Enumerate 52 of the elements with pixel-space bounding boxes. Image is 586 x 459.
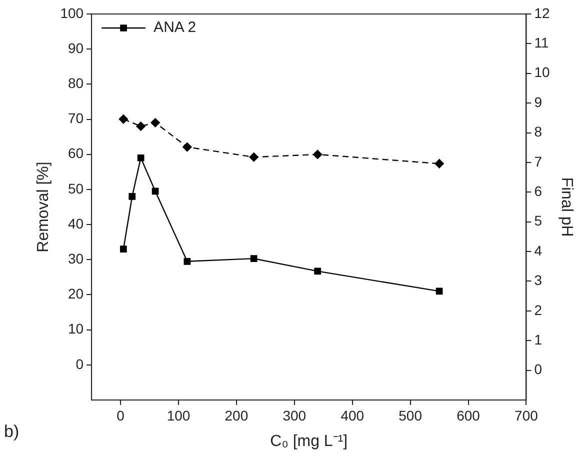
y-axis-title: Removal [%] [35, 162, 52, 252]
y-tick-label: 10 [68, 320, 84, 337]
point [250, 255, 258, 262]
y2-tick-label: 1 [534, 331, 542, 348]
legend-label: ANA 2 [154, 19, 196, 36]
x-tick-label: 300 [282, 407, 306, 424]
point [120, 246, 127, 253]
x-axis-title: C₀ [mg L⁻¹] [270, 432, 348, 450]
y-tick-label: 30 [68, 250, 84, 266]
y2-tick-label: 12 [534, 4, 550, 21]
y2-tick-label: 6 [534, 183, 542, 200]
y2-tick-label: 0 [534, 361, 542, 378]
point [249, 152, 258, 162]
y-tick-label: 100 [60, 4, 84, 21]
x-tick-label: 400 [340, 407, 364, 424]
x-tick-label: 100 [166, 407, 190, 424]
y-tick-label: 40 [68, 215, 84, 232]
y2-tick-label: 7 [534, 153, 542, 170]
point [136, 122, 146, 131]
point [314, 268, 322, 275]
y2-tick-label: 5 [534, 212, 542, 229]
point [312, 150, 322, 160]
y2-tick-label: 3 [534, 272, 542, 288]
text: b) [4, 422, 20, 441]
y2-tick-label: 11 [534, 34, 549, 51]
point [118, 114, 128, 124]
x-tick-label: 0 [116, 407, 125, 424]
y2-axis-title: Final pH [558, 177, 575, 237]
y2-tick-label: 2 [534, 302, 542, 318]
y2-tick-label: 10 [534, 64, 550, 80]
y-tick-label: 60 [68, 145, 84, 162]
y-tick-label: 80 [68, 75, 84, 92]
y-tick-label: 0 [76, 356, 84, 372]
point [152, 188, 159, 195]
point [182, 142, 192, 152]
y-tick-label: 90 [68, 40, 84, 56]
point [137, 154, 144, 162]
x-tick-label: 700 [514, 407, 538, 424]
y-tick-label: 20 [68, 286, 84, 302]
x-tick-label: 600 [456, 407, 480, 424]
x-tick-label: 200 [224, 407, 248, 424]
point [184, 258, 191, 265]
y2-tick-label: 4 [534, 242, 542, 258]
y-tick-label: 50 [68, 180, 84, 196]
y2-tick-label: 9 [534, 94, 542, 110]
point [150, 118, 160, 128]
point [434, 159, 444, 168]
x-tick-label: 500 [398, 407, 422, 424]
y2-tick-label: 8 [534, 124, 542, 140]
y-tick-label: 70 [68, 110, 84, 126]
point [436, 288, 443, 295]
point [128, 193, 136, 200]
